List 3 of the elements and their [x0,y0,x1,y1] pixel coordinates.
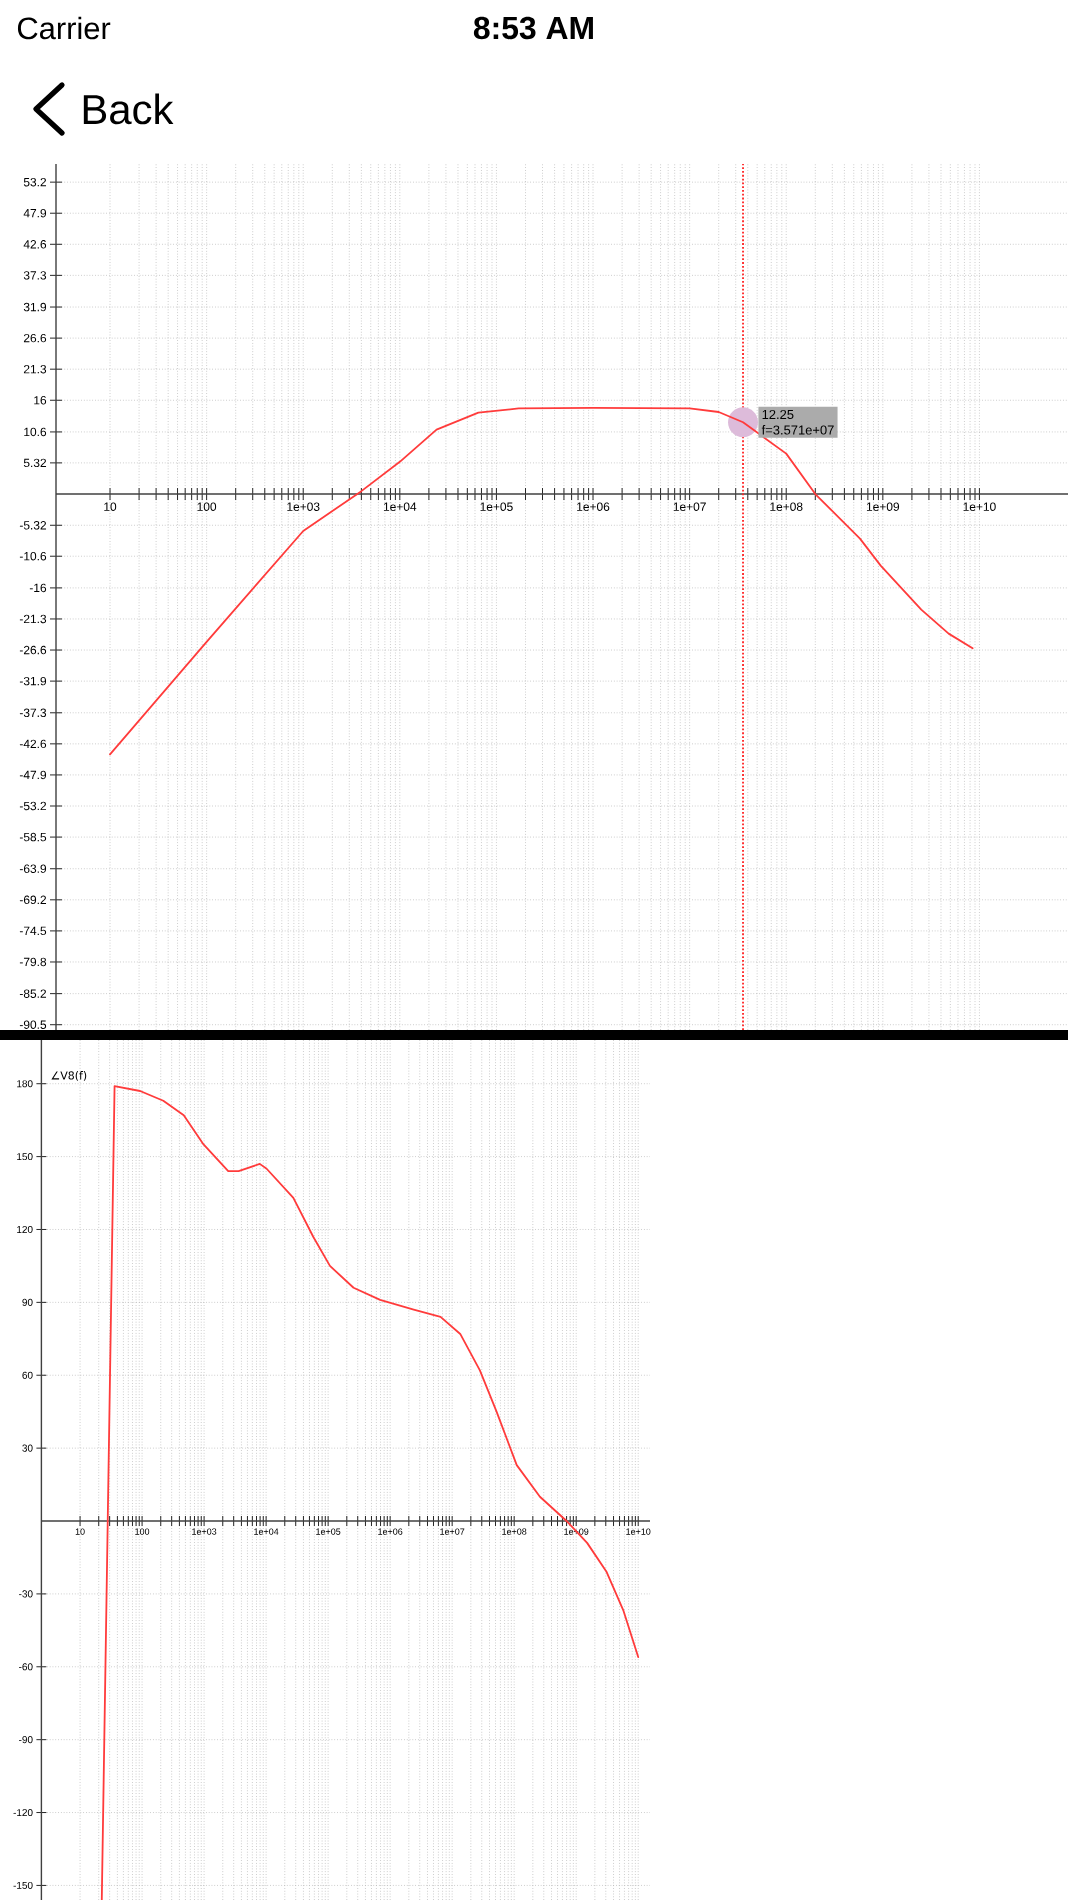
text: 8:53 AM [473,16,593,40]
text: Carrier [17,16,111,40]
text: Back [83,93,174,125]
